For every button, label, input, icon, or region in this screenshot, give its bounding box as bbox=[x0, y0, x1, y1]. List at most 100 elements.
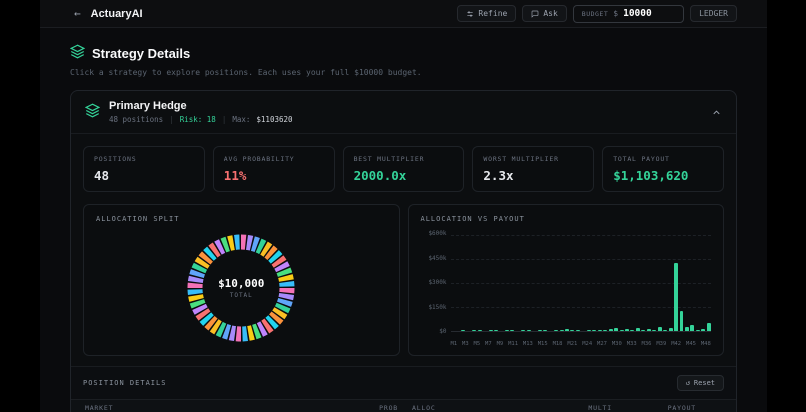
payout-bar-m24 bbox=[575, 329, 580, 331]
x-tick-label: M30 bbox=[611, 341, 622, 347]
page-title: Strategy Details bbox=[92, 46, 191, 61]
payout-bar-m26 bbox=[586, 329, 591, 331]
payout-bar-m36 bbox=[641, 329, 646, 331]
payout-bar-m23 bbox=[570, 329, 575, 331]
payout-bar-m29 bbox=[603, 329, 608, 331]
gridline bbox=[450, 259, 711, 260]
donut-segment bbox=[191, 262, 208, 274]
bars bbox=[451, 235, 712, 331]
payout-bar-m43 bbox=[679, 310, 684, 331]
app-window: ← ActuaryAI Refine Ask BUDGET $ LEDGER bbox=[40, 0, 767, 412]
x-tick-label: M45 bbox=[686, 341, 696, 347]
stat-card-total-payout: TOTAL PAYOUT $1,103,620 bbox=[602, 146, 724, 192]
position-details-title: POSITION DETAILS bbox=[83, 379, 167, 387]
donut-segment bbox=[222, 323, 232, 340]
payout-bar-m41 bbox=[668, 328, 673, 331]
strategy-card-header[interactable]: Primary Hedge 48 positions | Risk: 18 | … bbox=[71, 91, 736, 134]
strategy-name: Primary Hedge bbox=[109, 100, 187, 112]
donut-segment bbox=[195, 308, 211, 321]
gridline bbox=[450, 307, 711, 308]
donut-segment bbox=[210, 319, 223, 335]
stat-value: 11% bbox=[223, 168, 247, 183]
y-tick-label: $0 bbox=[439, 328, 447, 335]
donut-segment bbox=[255, 238, 267, 255]
refine-label: Refine bbox=[478, 9, 508, 18]
payout-bar-m27 bbox=[592, 329, 597, 331]
x-tick-label: M33 bbox=[626, 341, 637, 347]
charts-row: ALLOCATION SPLIT $10,000 TOTAL ALLOCATIO… bbox=[71, 196, 736, 366]
payout-bar-m38 bbox=[652, 329, 657, 331]
payout-bar-m45 bbox=[690, 324, 695, 331]
layers-icon bbox=[69, 44, 86, 63]
budget-input-group: BUDGET $ bbox=[572, 4, 685, 23]
refine-button[interactable]: Refine bbox=[457, 5, 517, 22]
stat-value: $1,103,620 bbox=[613, 168, 689, 183]
donut-segment bbox=[190, 299, 206, 309]
x-tick-label: M24 bbox=[582, 341, 593, 347]
payout-bar-m17 bbox=[537, 329, 542, 331]
gridline bbox=[450, 283, 711, 284]
payout-bar-m39 bbox=[657, 327, 662, 331]
reset-button[interactable]: ↺ Reset bbox=[676, 375, 724, 391]
sliders-icon bbox=[467, 10, 474, 17]
gridline bbox=[450, 235, 711, 236]
stat-card-positions: POSITIONS 48 bbox=[83, 146, 205, 192]
payout-bar-m6 bbox=[477, 329, 482, 331]
x-tick-label: M36 bbox=[641, 341, 652, 347]
y-tick-label: $300k bbox=[428, 279, 447, 286]
chevron-up-icon[interactable] bbox=[711, 103, 722, 122]
page-subtitle: Click a strategy to explore positions. E… bbox=[70, 68, 422, 77]
donut-segment bbox=[188, 275, 204, 284]
risk-value: Risk: 18 bbox=[179, 115, 216, 124]
donut-segment bbox=[271, 255, 287, 268]
donut-segment bbox=[278, 292, 295, 301]
x-tick-label: M5 bbox=[473, 341, 481, 347]
payout-bar-m3 bbox=[461, 329, 466, 331]
col-multi: MULTI bbox=[588, 403, 612, 412]
donut-segment bbox=[203, 246, 217, 261]
donut-svg bbox=[187, 234, 295, 342]
ask-button[interactable]: Ask bbox=[522, 5, 567, 22]
reset-icon: ↺ bbox=[685, 379, 690, 387]
x-tick-label: M18 bbox=[552, 341, 563, 347]
x-tick-label: M42 bbox=[671, 341, 682, 347]
donut-segment bbox=[247, 325, 256, 341]
strategy-title-group: Primary Hedge 48 positions | Risk: 18 | … bbox=[109, 100, 293, 124]
stat-label: POSITIONS bbox=[94, 155, 137, 163]
col-market: MARKET bbox=[85, 403, 114, 412]
stat-card-best-multiplier: BEST MULTIPLIER 2000.0x bbox=[342, 146, 465, 192]
back-button[interactable]: ← bbox=[74, 7, 81, 20]
donut-segment bbox=[229, 325, 237, 342]
donut-segment bbox=[268, 250, 283, 264]
donut-segment bbox=[260, 241, 273, 257]
donut-segment bbox=[199, 312, 215, 326]
budget-input[interactable] bbox=[623, 8, 676, 19]
stats-row: POSITIONS 48 AVG PROBABILITY 11% BEST MULTIP… bbox=[71, 134, 736, 196]
allocation-vs-payout-panel: ALLOCATION VS PAYOUT $600k $450k $300k $150… bbox=[407, 204, 724, 356]
stat-value: 2.3x bbox=[483, 168, 514, 183]
page-header: Strategy Details bbox=[69, 44, 737, 63]
donut-segment bbox=[276, 267, 293, 277]
x-tick-label: M13 bbox=[522, 341, 533, 347]
layers-icon bbox=[84, 103, 101, 122]
donut-segment bbox=[246, 234, 254, 251]
payout-bar-m46 bbox=[695, 329, 700, 331]
payout-bar-m40 bbox=[663, 329, 668, 331]
x-tick-label: M21 bbox=[567, 341, 578, 347]
stat-card-worst-multiplier: WORST MULTIPLIER 2.3x bbox=[472, 146, 595, 192]
positions-count: 48 positions bbox=[109, 115, 164, 124]
payout-bar-m20 bbox=[554, 329, 559, 331]
x-tick-label: M27 bbox=[597, 341, 607, 347]
ledger-button[interactable]: LEDGER bbox=[690, 5, 737, 22]
reset-label: Reset bbox=[693, 379, 715, 387]
max-value: $1103620 bbox=[256, 115, 293, 124]
donut-segment bbox=[257, 321, 268, 337]
allocation-split-title: ALLOCATION SPLIT bbox=[96, 215, 180, 223]
ask-label: Ask bbox=[543, 9, 558, 18]
chat-icon bbox=[531, 10, 539, 18]
budget-label: BUDGET bbox=[581, 9, 609, 18]
donut-segment bbox=[204, 315, 218, 331]
payout-bar-m34 bbox=[630, 329, 635, 331]
x-tick-label: M7 bbox=[485, 341, 492, 347]
col-alloc: ALLOC bbox=[412, 403, 436, 412]
